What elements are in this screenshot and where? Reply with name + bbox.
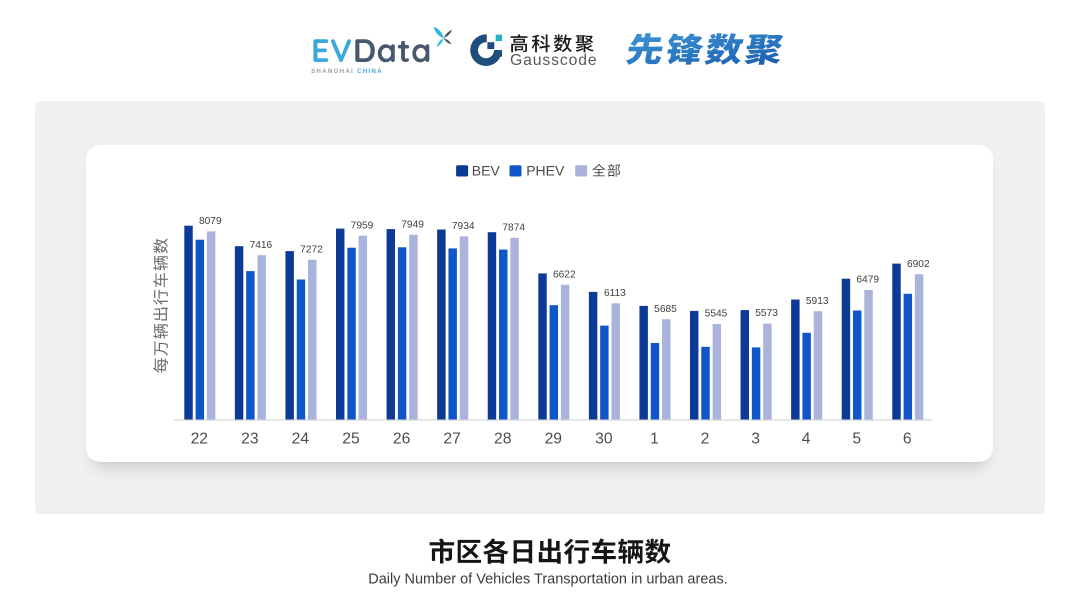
svg-text:1: 1 (650, 431, 659, 448)
svg-text:27: 27 (443, 431, 460, 448)
svg-text:5685: 5685 (654, 304, 677, 315)
svg-text:29: 29 (545, 431, 562, 448)
svg-text:6: 6 (903, 431, 912, 448)
svg-text:Gausscode: Gausscode (510, 52, 598, 69)
svg-text:SHANGHAI CHINA: SHANGHAI CHINA (311, 68, 383, 75)
svg-text:23: 23 (241, 431, 259, 448)
svg-text:25: 25 (342, 431, 360, 448)
svg-text:4: 4 (802, 431, 811, 448)
svg-text:5545: 5545 (705, 309, 728, 320)
svg-text:24: 24 (292, 431, 310, 448)
svg-text:8079: 8079 (199, 216, 222, 227)
svg-text:7949: 7949 (401, 219, 424, 230)
svg-text:28: 28 (494, 431, 512, 448)
svg-text:26: 26 (393, 431, 411, 448)
svg-text:7934: 7934 (452, 221, 475, 232)
svg-text:6113: 6113 (604, 288, 626, 299)
svg-text:2: 2 (701, 431, 710, 448)
svg-text:7272: 7272 (300, 244, 323, 255)
svg-text:7874: 7874 (502, 222, 525, 233)
svg-text:6479: 6479 (856, 275, 879, 286)
svg-text:7959: 7959 (351, 220, 374, 231)
svg-text:3: 3 (751, 431, 760, 448)
svg-text:22: 22 (191, 431, 208, 448)
svg-text:7416: 7416 (250, 240, 273, 251)
svg-text:Daily Number of Vehicles Trans: Daily Number of Vehicles Transportation … (368, 572, 727, 588)
svg-text:30: 30 (595, 431, 613, 448)
svg-text:PHEV: PHEV (526, 163, 565, 179)
svg-text:BEV: BEV (472, 163, 501, 179)
svg-text:6622: 6622 (553, 269, 576, 280)
svg-text:5: 5 (852, 431, 861, 448)
svg-text:5913: 5913 (806, 296, 829, 307)
svg-text:6902: 6902 (907, 259, 930, 270)
svg-text:5573: 5573 (755, 308, 778, 319)
